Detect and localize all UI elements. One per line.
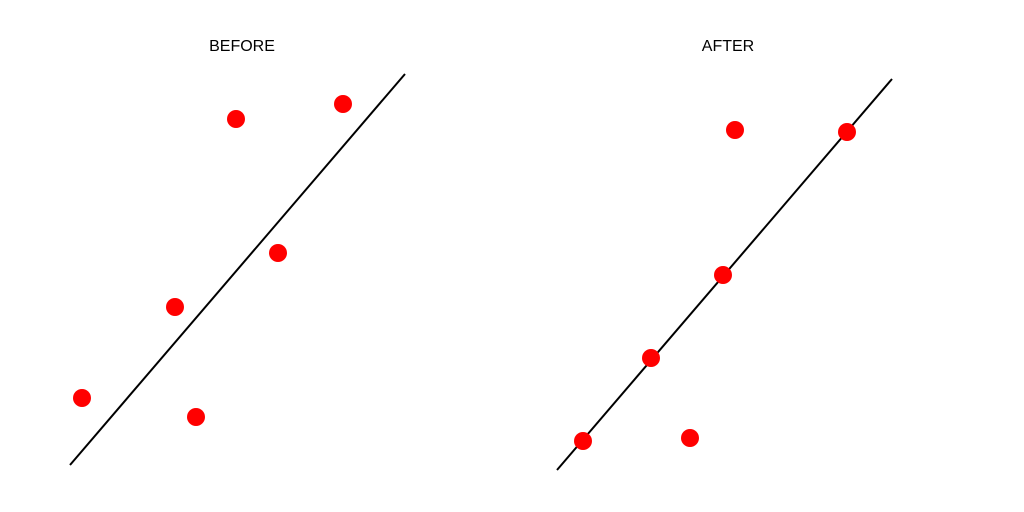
after-title: AFTER [701, 38, 755, 55]
after-data-point-1 [574, 432, 592, 450]
after-data-point-5 [726, 121, 744, 139]
after-panel: AFTER [512, 0, 1024, 512]
before-data-point-2 [187, 408, 205, 426]
before-panel: BEFORE [69, 38, 406, 466]
after-data-point-6 [838, 123, 856, 141]
before-title: BEFORE [209, 38, 275, 55]
before-data-point-5 [227, 110, 245, 128]
before-data-point-1 [73, 389, 91, 407]
before-fit-line [69, 73, 406, 466]
after-plot [556, 78, 893, 471]
before-data-point-4 [269, 244, 287, 262]
before-data-point-6 [334, 95, 352, 113]
before-data-point-3 [166, 298, 184, 316]
after-data-point-3 [642, 349, 660, 367]
before-plot [69, 73, 406, 466]
after-data-point-2 [681, 429, 699, 447]
after-data-point-4 [714, 266, 732, 284]
